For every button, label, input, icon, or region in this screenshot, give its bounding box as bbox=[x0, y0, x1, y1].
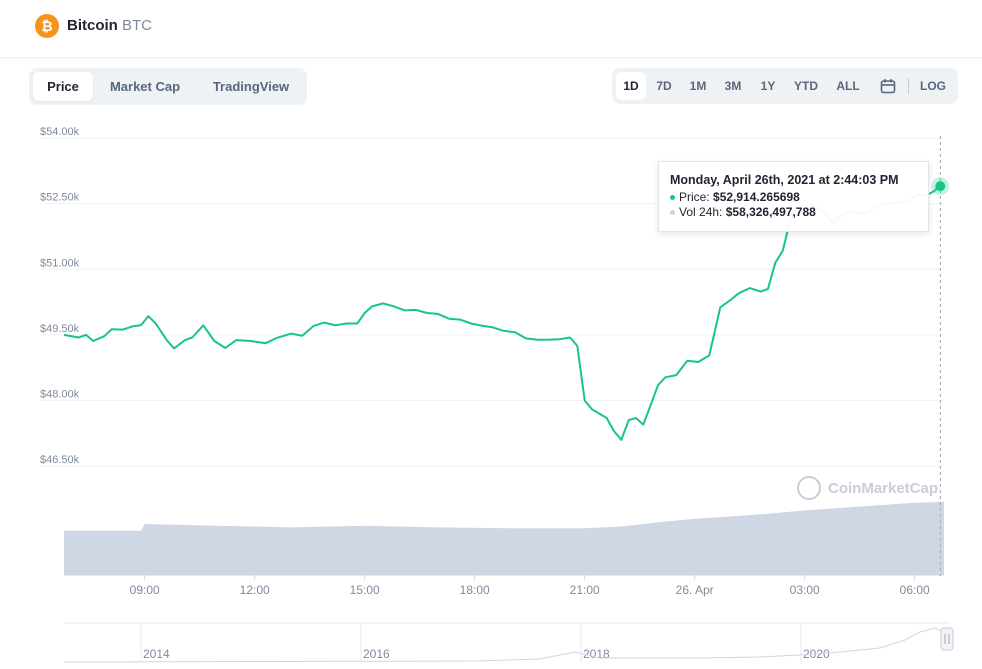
tooltip-volume-row: Vol 24h: $58,326,497,788 bbox=[670, 205, 917, 220]
log-scale-button[interactable]: LOG bbox=[920, 79, 946, 93]
range-selector: 1D 7D 1M 3M 1Y YTD ALL LOG bbox=[612, 68, 958, 104]
navigator-tick-label: 2016 bbox=[363, 647, 390, 661]
y-tick-label: $46.50k bbox=[40, 454, 80, 466]
calendar-button[interactable] bbox=[874, 72, 902, 100]
tab-price[interactable]: Price bbox=[33, 72, 93, 101]
x-tick-label: 15:00 bbox=[350, 583, 380, 597]
range-1d-button[interactable]: 1D bbox=[616, 72, 646, 100]
range-1m-button[interactable]: 1M bbox=[689, 79, 707, 93]
x-tick-label: 03:00 bbox=[790, 583, 820, 597]
x-tick-label: 26. Apr bbox=[676, 583, 714, 597]
tooltip-volume-label: Vol 24h: bbox=[679, 205, 723, 219]
tooltip-price-value: $52,914.265698 bbox=[713, 190, 800, 204]
range-1y-button[interactable]: 1Y bbox=[760, 79, 776, 93]
x-tick-label: 21:00 bbox=[570, 583, 600, 597]
volume-area bbox=[64, 501, 944, 575]
coin-name: Bitcoin bbox=[67, 17, 118, 34]
range-ytd-button[interactable]: YTD bbox=[794, 79, 818, 93]
tooltip-price-label: Price: bbox=[679, 190, 710, 204]
range-all-button[interactable]: ALL bbox=[836, 79, 860, 93]
range-3m-button[interactable]: 3M bbox=[724, 79, 742, 93]
volume-dot-icon bbox=[670, 210, 675, 216]
tooltip-date: Monday, April 26th, 2021 at 2:44:03 PM bbox=[670, 173, 899, 187]
navigator-handle[interactable] bbox=[940, 627, 954, 651]
price-dot-icon bbox=[670, 195, 675, 201]
range-navigator[interactable]: 2014 2016 2018 2020 bbox=[63, 622, 954, 663]
calendar-icon bbox=[880, 79, 896, 94]
bitcoin-logo-icon: ₿ bbox=[35, 14, 59, 38]
x-tick-label: 12:00 bbox=[240, 583, 270, 597]
y-tick-label: $49.50k bbox=[40, 323, 80, 335]
y-tick-label: $54.00k bbox=[40, 126, 80, 138]
y-tick-label: $51.00k bbox=[40, 257, 80, 269]
range-divider bbox=[908, 78, 909, 94]
navigator-history-line bbox=[63, 627, 945, 663]
tab-tradingview[interactable]: TradingView bbox=[212, 79, 290, 94]
watermark-text: CoinMarketCap bbox=[828, 480, 939, 497]
range-7d-button[interactable]: 7D bbox=[656, 79, 672, 93]
coinmarketcap-logo-icon bbox=[797, 476, 821, 500]
x-tick-label: 09:00 bbox=[130, 583, 160, 597]
navigator-tick-label: 2018 bbox=[583, 647, 610, 661]
chart-type-tabs: Price Market Cap TradingView bbox=[29, 68, 307, 105]
x-tick-label: 06:00 bbox=[900, 583, 930, 597]
y-tick-label: $52.50k bbox=[40, 192, 80, 204]
coin-symbol: BTC bbox=[122, 17, 152, 34]
coin-header: ₿ Bitcoin BTC bbox=[0, 0, 982, 58]
x-tick-label: 18:00 bbox=[460, 583, 490, 597]
navigator-tick-label: 2014 bbox=[143, 647, 170, 661]
hover-point bbox=[935, 181, 946, 192]
y-tick-label: $48.00k bbox=[40, 389, 80, 401]
tooltip-price-row: Price: $52,914.265698 bbox=[670, 190, 917, 205]
tooltip-volume-value: $58,326,497,788 bbox=[725, 205, 816, 219]
tab-market-cap[interactable]: Market Cap bbox=[109, 79, 181, 94]
price-tooltip: Monday, April 26th, 2021 at 2:44:03 PM P… bbox=[658, 161, 929, 232]
